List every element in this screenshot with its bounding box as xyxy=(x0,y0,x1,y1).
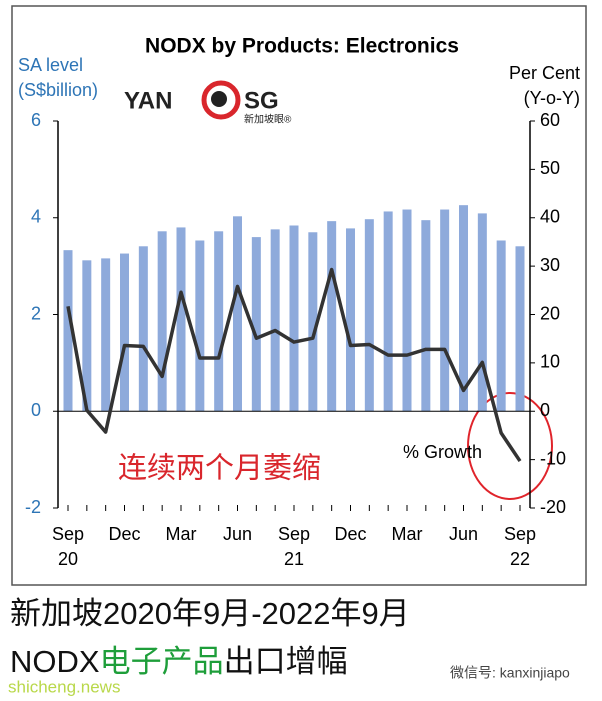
y-tick-label: -2 xyxy=(25,497,41,517)
y2-tick-label: 30 xyxy=(540,255,560,275)
y2-tick-label: 10 xyxy=(540,352,560,372)
bar xyxy=(440,209,450,412)
bar xyxy=(120,253,129,412)
y-axis-label: SA level xyxy=(18,55,83,75)
x-tick-label: Mar xyxy=(392,524,423,544)
bar xyxy=(214,231,224,412)
x-tick-label: Mar xyxy=(166,524,197,544)
bar xyxy=(496,240,506,412)
y-axis-label: (S$billion) xyxy=(18,80,98,100)
y2-tick-label: -20 xyxy=(540,497,566,517)
y2-tick-label: 50 xyxy=(540,158,560,178)
y2-tick-label: 40 xyxy=(540,207,560,227)
bar xyxy=(157,231,167,412)
x-tick-label: 22 xyxy=(510,549,530,569)
watermark: shicheng.news xyxy=(8,677,120,696)
bar xyxy=(515,246,525,412)
y-tick-label: 2 xyxy=(31,303,41,323)
y2-axis-label: (Y-o-Y) xyxy=(524,88,580,108)
caption-part: 出口增幅 xyxy=(224,644,348,679)
logo-icon xyxy=(201,80,241,120)
y2-tick-label: 60 xyxy=(540,110,560,130)
chart-title: NODX by Products: Electronics xyxy=(145,35,459,58)
bar xyxy=(138,246,148,412)
x-tick-label: Dec xyxy=(108,524,140,544)
x-tick-label: 21 xyxy=(284,549,304,569)
annotation: 连续两个月萎缩 xyxy=(118,452,321,485)
x-tick-label: Sep xyxy=(278,524,310,544)
logo-icon xyxy=(211,91,227,107)
x-tick-label: Jun xyxy=(449,524,478,544)
logo-text: YAN xyxy=(124,87,172,114)
x-tick-label: Jun xyxy=(223,524,252,544)
bar xyxy=(477,213,487,412)
bar xyxy=(402,209,412,412)
bar xyxy=(82,260,92,412)
watermark: 微信号: kanxinjiapo xyxy=(450,665,570,681)
y2-axis-label: Per Cent xyxy=(509,63,580,83)
y-tick-label: 0 xyxy=(31,400,41,420)
highlight-circle xyxy=(467,392,553,500)
caption: NODX电子产品出口增幅 xyxy=(10,644,348,679)
y2-tick-label: 0 xyxy=(540,400,550,420)
x-tick-label: 20 xyxy=(58,549,78,569)
line xyxy=(66,267,522,463)
chart-frame xyxy=(11,5,587,586)
y-tick-label: 6 xyxy=(31,110,41,130)
logo-text: SG xyxy=(244,87,279,114)
y-tick-label: 4 xyxy=(31,207,41,227)
caption-part: NODX xyxy=(10,644,100,679)
bar xyxy=(308,232,318,412)
y2-tick-label: 20 xyxy=(540,303,560,323)
bar xyxy=(63,250,73,412)
bar xyxy=(233,216,242,412)
logo-subtext: 新加坡眼® xyxy=(244,113,292,126)
line-label: % Growth xyxy=(403,442,482,462)
bar xyxy=(383,211,393,412)
bar xyxy=(364,219,374,412)
caption: 新加坡2020年9月-2022年9月 xyxy=(10,596,410,631)
bar xyxy=(176,227,186,412)
bar xyxy=(459,205,468,412)
bar xyxy=(270,229,280,412)
caption-part: 电子产品 xyxy=(100,644,224,679)
x-tick-label: Sep xyxy=(504,524,536,544)
bar xyxy=(327,221,337,412)
y2-tick-label: -10 xyxy=(540,448,566,468)
bar xyxy=(251,237,261,412)
bar xyxy=(421,220,431,412)
x-tick-label: Dec xyxy=(334,524,366,544)
bar xyxy=(101,258,111,412)
x-tick-label: Sep xyxy=(52,524,84,544)
bar xyxy=(289,225,299,412)
bar xyxy=(346,228,355,412)
bar xyxy=(195,240,205,412)
